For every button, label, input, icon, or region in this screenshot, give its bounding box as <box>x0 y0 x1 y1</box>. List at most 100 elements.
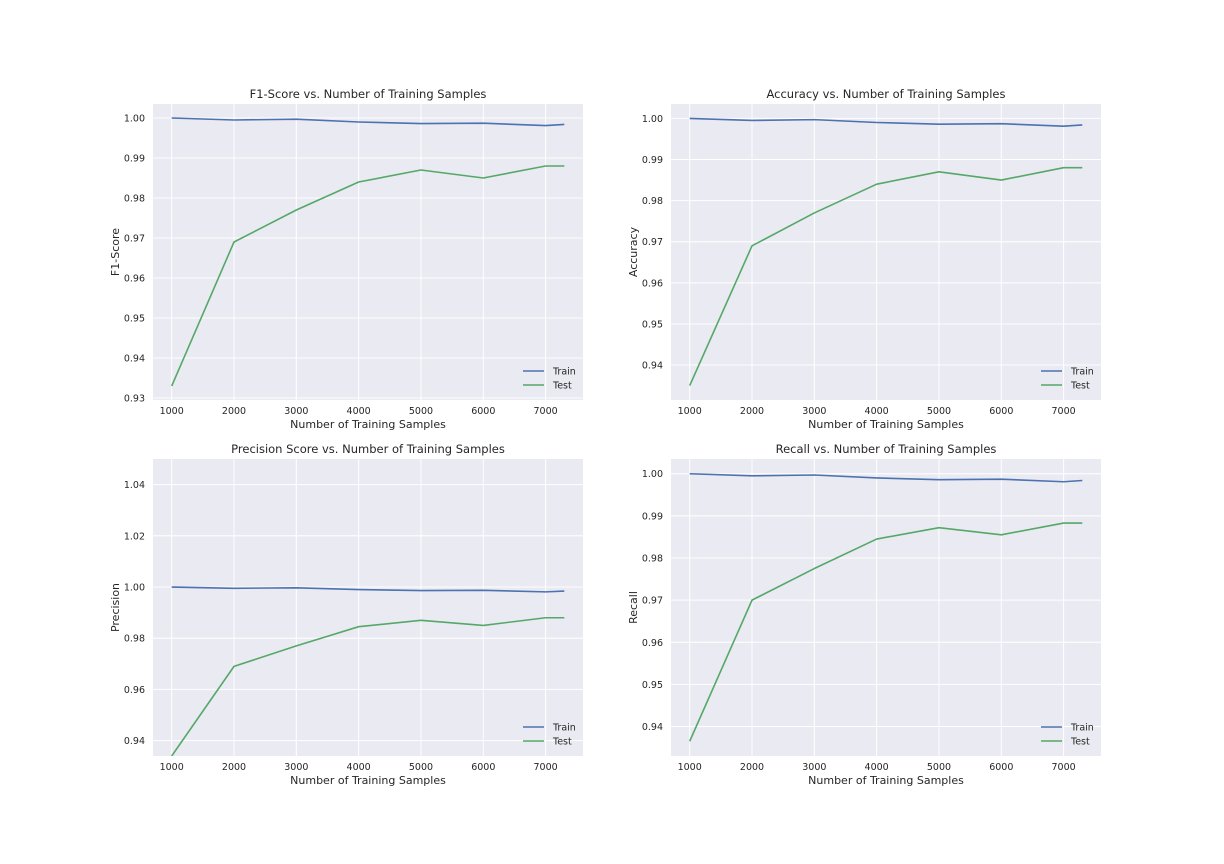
legend: Train Test <box>523 367 576 392</box>
y-tick-label: 0.94 <box>124 736 145 747</box>
y-tick-label: 0.98 <box>124 194 145 205</box>
legend-test-label: Test <box>1070 381 1090 392</box>
x-axis-label: Number of Training Samples <box>808 418 964 431</box>
y-tick-label: 0.97 <box>642 596 663 607</box>
train-series-line <box>171 117 565 127</box>
subplot-1: 1000 2000 3000 4000 5000 6000 7000 0.93 0.94 0.95… <box>109 87 583 431</box>
subplot-4: 1000 2000 3000 4000 5000 6000 7000 0.94 0.95 0.96… <box>627 442 1101 787</box>
x-tick-label: 4000 <box>865 406 889 417</box>
x-axis-label: Number of Training Samples <box>290 418 446 431</box>
y-tick-label: 0.94 <box>642 361 663 372</box>
y-tick-label: 0.98 <box>124 634 145 645</box>
x-tick-label: 2000 <box>740 762 764 773</box>
y-axis-label: F1-Score <box>109 228 122 276</box>
legend: Train Test <box>523 723 576 748</box>
x-tick-label: 4000 <box>347 406 371 417</box>
y-tick-label: 0.95 <box>124 314 145 325</box>
legend: Train Test <box>1041 367 1094 392</box>
x-tick-label: 4000 <box>865 762 889 773</box>
grid <box>153 104 583 400</box>
plot-area <box>170 117 565 387</box>
y-tick-label: 1.00 <box>642 114 663 125</box>
axes-background <box>153 104 583 400</box>
x-tick-label: 5000 <box>927 406 951 417</box>
x-tick-label: 6000 <box>989 406 1013 417</box>
y-tick-label: 1.00 <box>124 583 145 594</box>
x-tick-label: 6000 <box>471 762 495 773</box>
plot-area <box>688 472 1083 742</box>
x-tick-label: 6000 <box>471 406 495 417</box>
legend-train-label: Train <box>552 723 576 734</box>
train-series-line <box>171 586 565 593</box>
chart-title: Precision Score vs. Number of Training S… <box>231 442 505 456</box>
x-tick-label: 7000 <box>534 406 558 417</box>
chart-title: Recall vs. Number of Training Samples <box>776 442 997 456</box>
y-tick-label: 0.99 <box>124 154 145 165</box>
y-tick-label: 0.96 <box>642 638 663 649</box>
x-tick-label: 7000 <box>534 762 558 773</box>
y-tick-label: 0.99 <box>642 511 663 522</box>
subplot-3: 1000 2000 3000 4000 5000 6000 7000 0.94 0.96 0.98… <box>109 442 583 787</box>
y-tick-label: 0.95 <box>642 680 663 691</box>
y-tick-label: 0.93 <box>124 394 145 405</box>
x-tick-label: 6000 <box>989 762 1013 773</box>
x-tick-label: 3000 <box>802 762 826 773</box>
y-axis-label: Precision <box>109 583 122 632</box>
legend-train-label: Train <box>1070 367 1094 378</box>
y-tick-label: 1.00 <box>642 469 663 480</box>
x-axis-label: Number of Training Samples <box>808 774 964 787</box>
x-tick-label: 2000 <box>222 762 246 773</box>
y-tick-label: 0.98 <box>642 554 663 565</box>
legend-test-label: Test <box>1070 737 1090 748</box>
y-tick-label: 0.98 <box>642 196 663 207</box>
test-series-line <box>171 616 565 756</box>
grid <box>671 459 1101 756</box>
y-tick-label: 1.00 <box>124 114 145 125</box>
test-series-line <box>688 166 1083 386</box>
y-tick-label: 1.02 <box>124 531 145 542</box>
y-tick-label: 0.96 <box>124 274 145 285</box>
plot-area <box>171 586 565 756</box>
y-tick-label: 0.94 <box>124 354 145 365</box>
x-tick-label: 2000 <box>222 406 246 417</box>
y-tick-label: 1.04 <box>124 480 145 491</box>
y-tick-label: 0.94 <box>642 722 663 733</box>
test-series-line <box>170 165 565 387</box>
axes-background <box>671 104 1101 400</box>
legend-train-label: Train <box>552 367 576 378</box>
axes-background <box>153 459 583 756</box>
y-tick-label: 0.95 <box>642 319 663 330</box>
x-tick-label: 5000 <box>409 406 433 417</box>
x-tick-label: 1000 <box>678 406 702 417</box>
chart-title: Accuracy vs. Number of Training Samples <box>766 87 1005 101</box>
y-tick-label: 0.97 <box>642 237 663 248</box>
x-tick-label: 1000 <box>678 762 702 773</box>
legend-test-label: Test <box>552 737 572 748</box>
y-tick-label: 0.97 <box>124 234 145 245</box>
x-tick-label: 7000 <box>1052 762 1076 773</box>
y-axis-label: Recall <box>627 591 640 624</box>
x-tick-label: 3000 <box>802 406 826 417</box>
x-tick-label: 5000 <box>409 762 433 773</box>
train-series-line <box>689 472 1083 483</box>
legend-test-label: Test <box>552 381 572 392</box>
x-axis-label: Number of Training Samples <box>290 774 446 787</box>
axes-background <box>671 459 1101 756</box>
x-tick-label: 1000 <box>160 406 184 417</box>
x-tick-label: 3000 <box>284 406 308 417</box>
x-tick-label: 7000 <box>1052 406 1076 417</box>
grid <box>153 459 583 756</box>
chart-title: F1-Score vs. Number of Training Samples <box>250 87 487 101</box>
legend: Train Test <box>1041 723 1094 748</box>
x-tick-label: 5000 <box>927 762 951 773</box>
legend-train-label: Train <box>1070 723 1094 734</box>
y-tick-label: 0.96 <box>642 278 663 289</box>
x-tick-label: 4000 <box>347 762 371 773</box>
y-axis-label: Accuracy <box>627 226 640 277</box>
test-series-line <box>688 522 1083 742</box>
plot-area <box>688 117 1083 386</box>
y-tick-label: 0.96 <box>124 685 145 696</box>
x-tick-label: 3000 <box>284 762 308 773</box>
y-tick-label: 0.99 <box>642 155 663 166</box>
